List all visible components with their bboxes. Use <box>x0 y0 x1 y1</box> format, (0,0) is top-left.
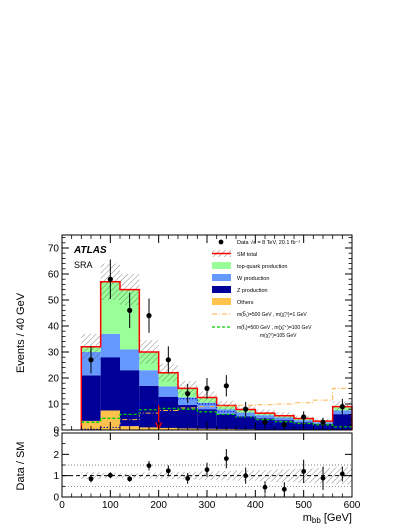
legend-others-label: Others <box>237 300 254 306</box>
data-point-11 <box>301 414 306 419</box>
data-point-4 <box>166 357 171 362</box>
ratio-y-tick-label-3: 3 <box>53 429 59 440</box>
ratio-point-7 <box>224 456 229 461</box>
ratio-y-tick-label-2: 2 <box>53 450 59 461</box>
ratio-point-3 <box>147 463 152 468</box>
ratio-point-8 <box>243 473 248 478</box>
bar-w-production-2 <box>120 349 139 370</box>
y-axis-title-ratio: Data / SM <box>15 442 27 491</box>
y-tick-label-60: 60 <box>48 270 60 281</box>
bar-z-production-0 <box>81 375 100 421</box>
x-tick-label-500: 500 <box>295 500 312 511</box>
ratio-point-10 <box>282 487 287 492</box>
region-label: SRA <box>74 260 93 270</box>
legend-sig1-label: m(b̃₁)=500 GeV , m(χ̃₁⁰)=1 GeV <box>237 311 307 318</box>
data-point-3 <box>146 313 151 318</box>
experiment-label: ATLAS <box>73 245 107 256</box>
legend-sig2-label-2: m(χ̃₁⁰)=105 GeV <box>260 333 297 339</box>
bar-w-production-4 <box>159 386 178 396</box>
y-tick-label-30: 30 <box>48 348 60 359</box>
legend-sm-label: SM total <box>237 252 257 258</box>
ratio-point-5 <box>185 476 190 481</box>
legend-others-swatch <box>212 298 231 305</box>
ratio-point-6 <box>205 467 210 472</box>
ratio-point-2 <box>127 476 132 481</box>
ratio-point-11 <box>301 469 306 474</box>
ratio-point-4 <box>166 468 171 473</box>
data-point-7 <box>224 383 229 388</box>
legend: Data √s = 8 TeV, 20.1 fb⁻¹ SM total top-… <box>212 239 312 339</box>
ratio-point-0 <box>89 476 94 481</box>
legend-data-marker <box>219 240 224 245</box>
y-tick-label-70: 70 <box>48 244 60 255</box>
legend-z-label: Z production <box>237 288 268 294</box>
bar-w-production-3 <box>139 370 158 386</box>
legend-w-swatch <box>212 274 231 281</box>
ratio-point-12 <box>321 476 326 481</box>
data-point-1 <box>108 277 113 282</box>
legend-data-label: Data √s = 8 TeV, 20.1 fb⁻¹ <box>237 239 300 246</box>
ratio-uncertainty-10 <box>275 469 294 482</box>
data-point-0 <box>88 357 93 362</box>
data-point-9 <box>262 420 267 425</box>
bar-z-production-1 <box>101 357 120 410</box>
y-tick-label-10: 10 <box>48 400 60 411</box>
x-axis-title: mbb [GeV] <box>303 512 352 525</box>
legend-sig2-label-1: m(t̃₁)=500 GeV , m(χ̃₁⁺)=100 GeV <box>237 324 312 331</box>
x-tick-label-0: 0 <box>59 500 65 511</box>
x-tick-label-200: 200 <box>150 500 167 511</box>
data-point-5 <box>185 391 190 396</box>
data-point-6 <box>204 386 209 391</box>
data-point-13 <box>340 404 345 409</box>
legend-z-swatch <box>212 286 231 293</box>
bar-z-production-3 <box>139 386 158 428</box>
data-point-12 <box>320 420 325 425</box>
x-tick-label-100: 100 <box>102 500 119 511</box>
y-tick-label-20: 20 <box>48 374 60 385</box>
x-tick-label-300: 300 <box>199 500 216 511</box>
y-tick-label-50: 50 <box>48 296 60 307</box>
y-tick-label-40: 40 <box>48 322 60 333</box>
ratio-point-13 <box>340 472 345 477</box>
x-tick-label-600: 600 <box>344 500 361 511</box>
bar-w-production-1 <box>101 334 120 357</box>
ratio-point-9 <box>263 485 268 490</box>
ratio-point-1 <box>108 473 113 478</box>
y-axis-title-main: Events / 40 GeV <box>15 292 27 373</box>
ratio-y-tick-label-1: 1 <box>53 471 59 482</box>
legend-w-label: W production <box>237 276 269 282</box>
legend-top-label: top-quark production <box>237 264 287 270</box>
data-point-2 <box>127 308 132 313</box>
legend-top-swatch <box>212 262 231 269</box>
data-point-8 <box>243 407 248 412</box>
bar-z-production-2 <box>120 370 139 426</box>
x-tick-label-400: 400 <box>247 500 264 511</box>
